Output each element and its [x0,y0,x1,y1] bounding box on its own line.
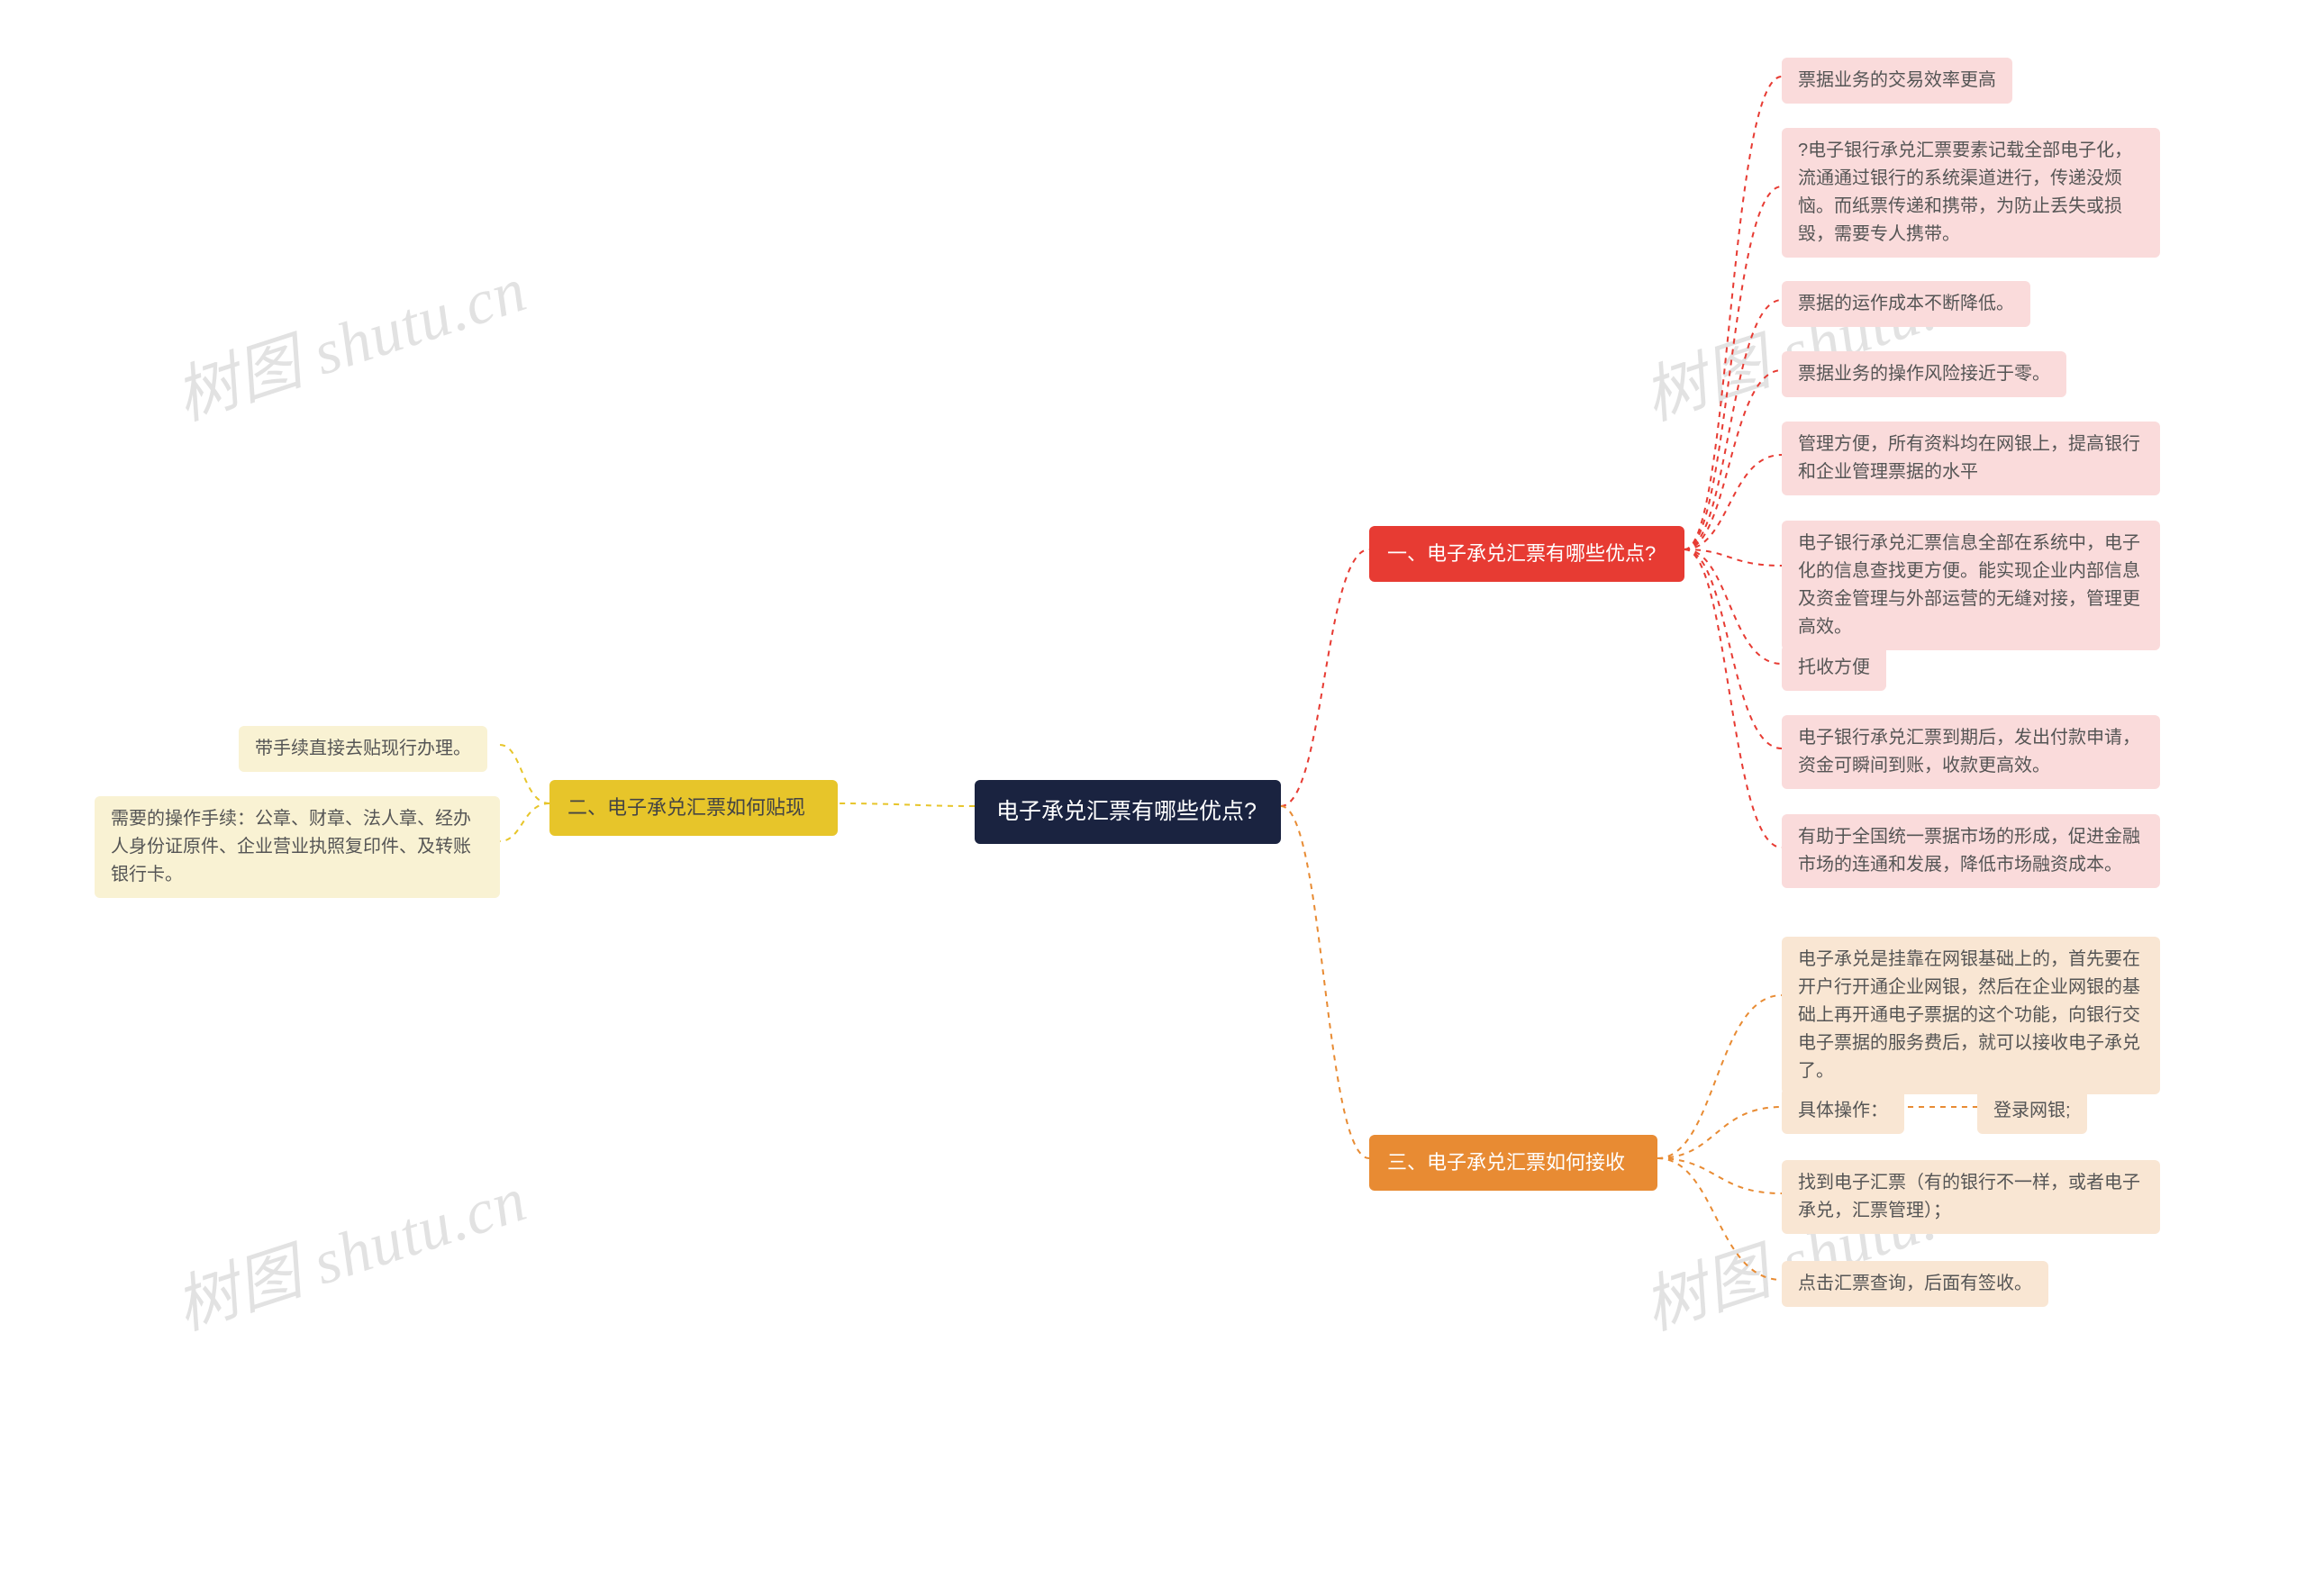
leaf-node[interactable]: 票据业务的操作风险接近于零。 [1782,351,2066,397]
leaf-node[interactable]: 登录网银; [1977,1088,2087,1134]
watermark: 树图 shutu.cn [1630,239,2004,438]
leaf-node[interactable]: 具体操作： [1782,1088,1904,1134]
leaf-node[interactable]: 需要的操作手续：公章、财章、法人章、经办人身份证原件、企业营业执照复印件、及转账… [95,796,500,898]
leaf-node[interactable]: 电子银行承兑汇票信息全部在系统中，电子化的信息查找更方便。能实现企业内部信息及资… [1782,521,2160,650]
leaf-node[interactable]: 票据的运作成本不断降低。 [1782,281,2030,327]
leaf-node[interactable]: 点击汇票查询，后面有签收。 [1782,1261,2048,1307]
leaf-node[interactable]: 票据业务的交易效率更高 [1782,58,2012,104]
leaf-node[interactable]: 电子银行承兑汇票到期后，发出付款申请，资金可瞬间到账，收款更高效。 [1782,715,2160,789]
branch-node-3[interactable]: 三、电子承兑汇票如何接收 [1369,1135,1657,1191]
watermark: 树图 shutu.cn [162,1148,536,1347]
center-node[interactable]: 电子承兑汇票有哪些优点? [975,780,1281,844]
branch-node-1[interactable]: 一、电子承兑汇票有哪些优点? [1369,526,1684,582]
watermark: 树图 shutu.cn [162,239,536,438]
leaf-node[interactable]: 电子承兑是挂靠在网银基础上的，首先要在开户行开通企业网银，然后在企业网银的基础上… [1782,937,2160,1094]
branch-node-2[interactable]: 二、电子承兑汇票如何贴现 [549,780,838,836]
leaf-node[interactable]: 托收方便 [1782,645,1886,691]
leaf-node[interactable]: 找到电子汇票（有的银行不一样，或者电子承兑，汇票管理）； [1782,1160,2160,1234]
leaf-node[interactable]: ?电子银行承兑汇票要素记载全部电子化，流通通过银行的系统渠道进行，传递没烦恼。而… [1782,128,2160,258]
leaf-node[interactable]: 带手续直接去贴现行办理。 [239,726,487,772]
mindmap-canvas: 树图 shutu.cn 树图 shutu.cn 树图 shutu.cn 树图 s… [0,0,2306,1596]
leaf-node[interactable]: 管理方便，所有资料均在网银上，提高银行和企业管理票据的水平 [1782,422,2160,495]
leaf-node[interactable]: 有助于全国统一票据市场的形成，促进金融市场的连通和发展，降低市场融资成本。 [1782,814,2160,888]
